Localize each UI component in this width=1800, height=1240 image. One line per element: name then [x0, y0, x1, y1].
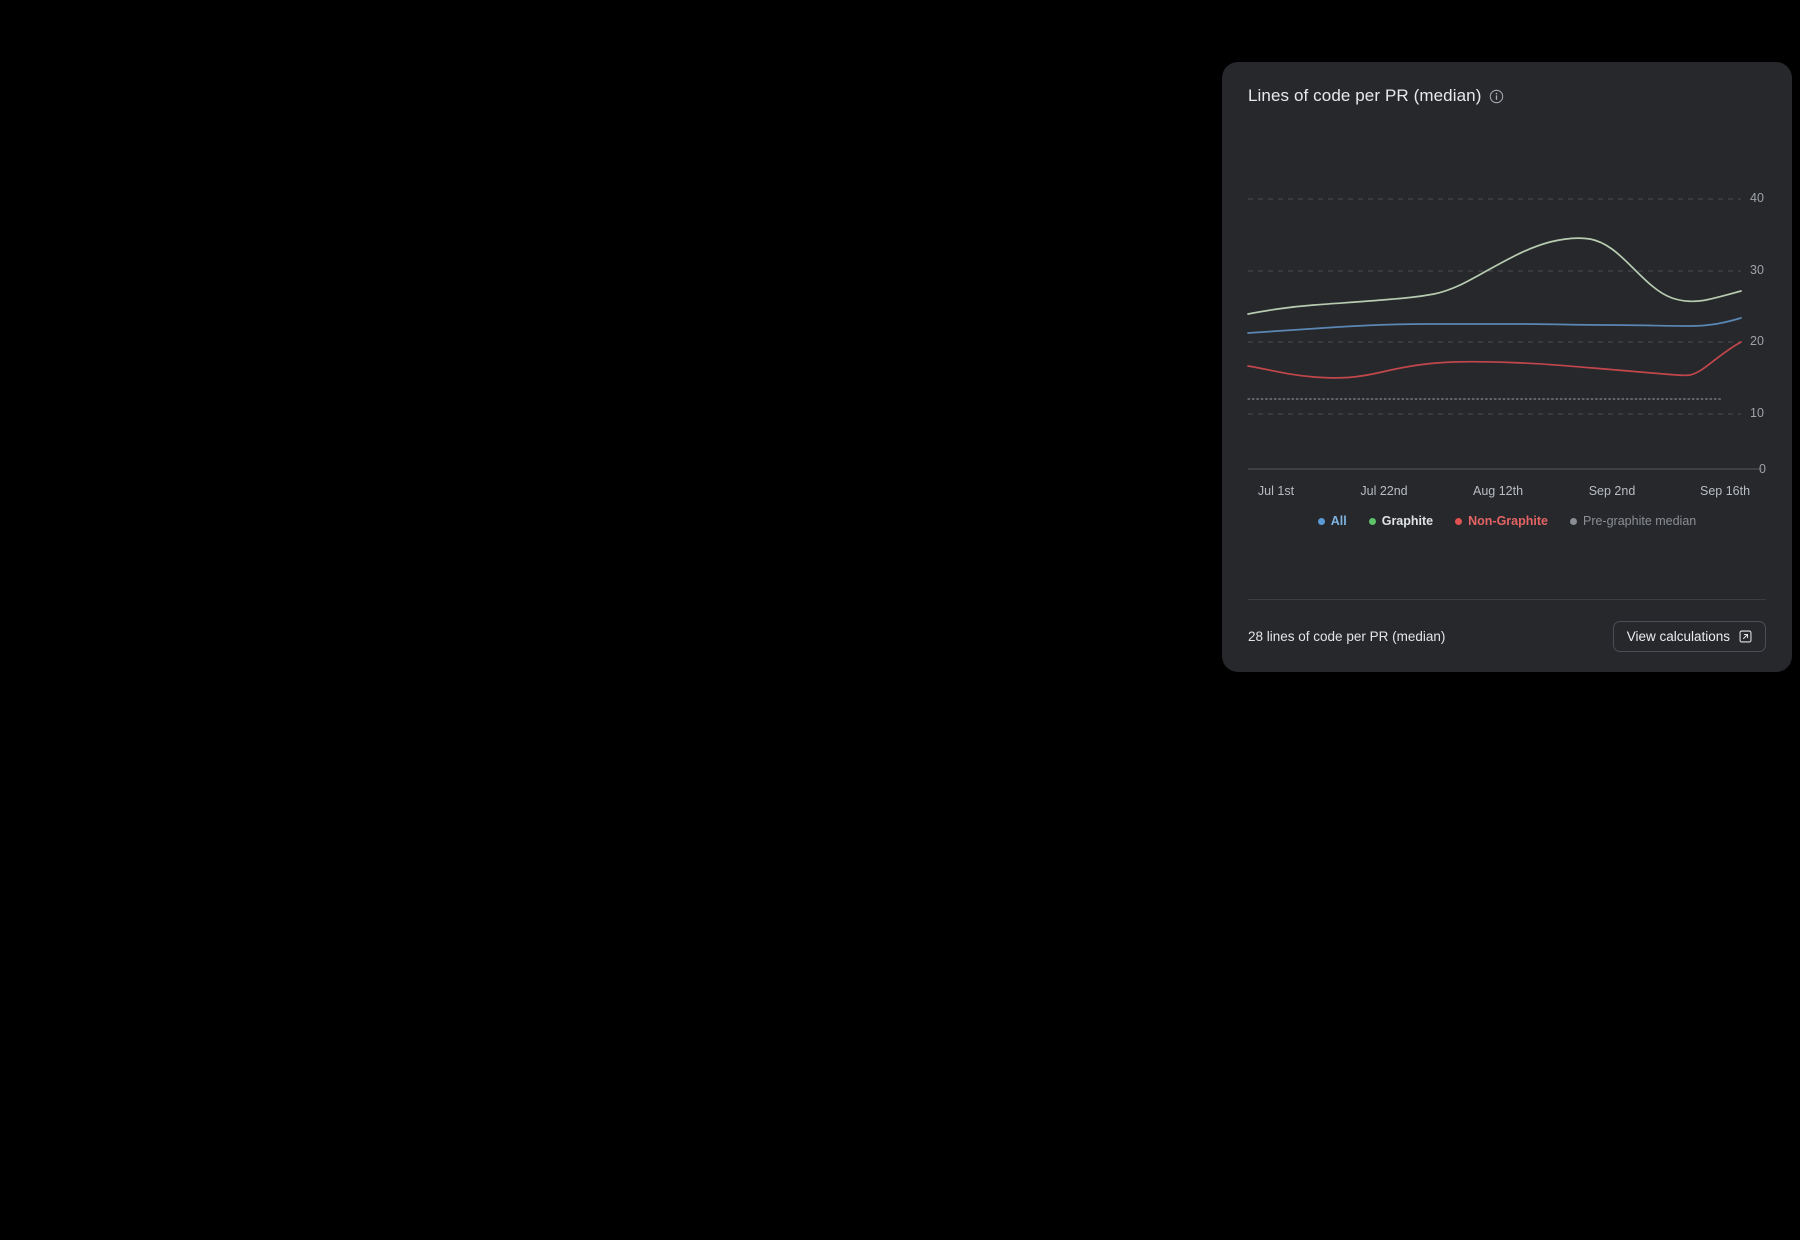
metric-summary: 28 lines of code per PR (median)	[1248, 628, 1446, 644]
chart-legend: All Graphite Non-Graphite Pre-graphite m…	[1222, 514, 1792, 528]
series-line-non-graphite	[1247, 341, 1742, 379]
legend-dot-icon	[1455, 517, 1463, 525]
chart-gridlines	[1248, 198, 1762, 470]
view-calculations-label: View calculations	[1626, 628, 1730, 644]
x-axis-tick: Jul 22nd	[1360, 484, 1408, 498]
legend-item-non-graphite[interactable]: Non-Graphite	[1455, 514, 1548, 528]
legend-label: Graphite	[1381, 514, 1434, 528]
card-footer: 28 lines of code per PR (median) View ca…	[1248, 614, 1766, 658]
legend-dot-icon	[1569, 517, 1577, 525]
x-axis-tick: Sep 2nd	[1588, 484, 1636, 498]
y-axis-tick: 10	[1750, 406, 1764, 420]
external-link-icon	[1739, 630, 1752, 642]
x-axis-tick: Sep 16th	[1699, 484, 1751, 498]
card-header: Lines of code per PR (median)	[1248, 86, 1504, 106]
y-axis-tick: 20	[1750, 334, 1764, 348]
metric-card: Lines of code per PR (median)	[1222, 62, 1792, 672]
legend-label: All	[1330, 514, 1347, 528]
footer-divider	[1248, 599, 1766, 600]
y-axis-tick: 40	[1750, 191, 1764, 205]
x-axis-tick: Jul 1st	[1257, 484, 1295, 498]
line-chart	[1247, 198, 1762, 470]
page-title: Lines of code per PR (median)	[1248, 86, 1482, 105]
series-line-graphite	[1247, 237, 1742, 315]
view-calculations-button[interactable]: View calculations	[1612, 620, 1766, 652]
y-axis-tick: 0	[1759, 462, 1766, 476]
info-circle-icon[interactable]	[1489, 89, 1504, 104]
legend-dot-icon	[1368, 517, 1376, 525]
legend-label: Pre-graphite median	[1582, 514, 1697, 528]
legend-dot-icon	[1317, 517, 1325, 525]
chart-area: 40 30 20 10 0 Jul 1st Jul 22nd Aug 12th …	[1222, 120, 1792, 520]
x-axis-tick: Aug 12th	[1472, 484, 1524, 498]
y-axis-tick: 30	[1750, 263, 1764, 277]
legend-item-all[interactable]: All	[1317, 514, 1347, 528]
legend-item-graphite[interactable]: Graphite	[1368, 514, 1434, 528]
series-line-all	[1247, 317, 1742, 334]
legend-label: Non-Graphite	[1468, 514, 1548, 528]
legend-item-pre-graphite-median[interactable]: Pre-graphite median	[1569, 514, 1697, 528]
